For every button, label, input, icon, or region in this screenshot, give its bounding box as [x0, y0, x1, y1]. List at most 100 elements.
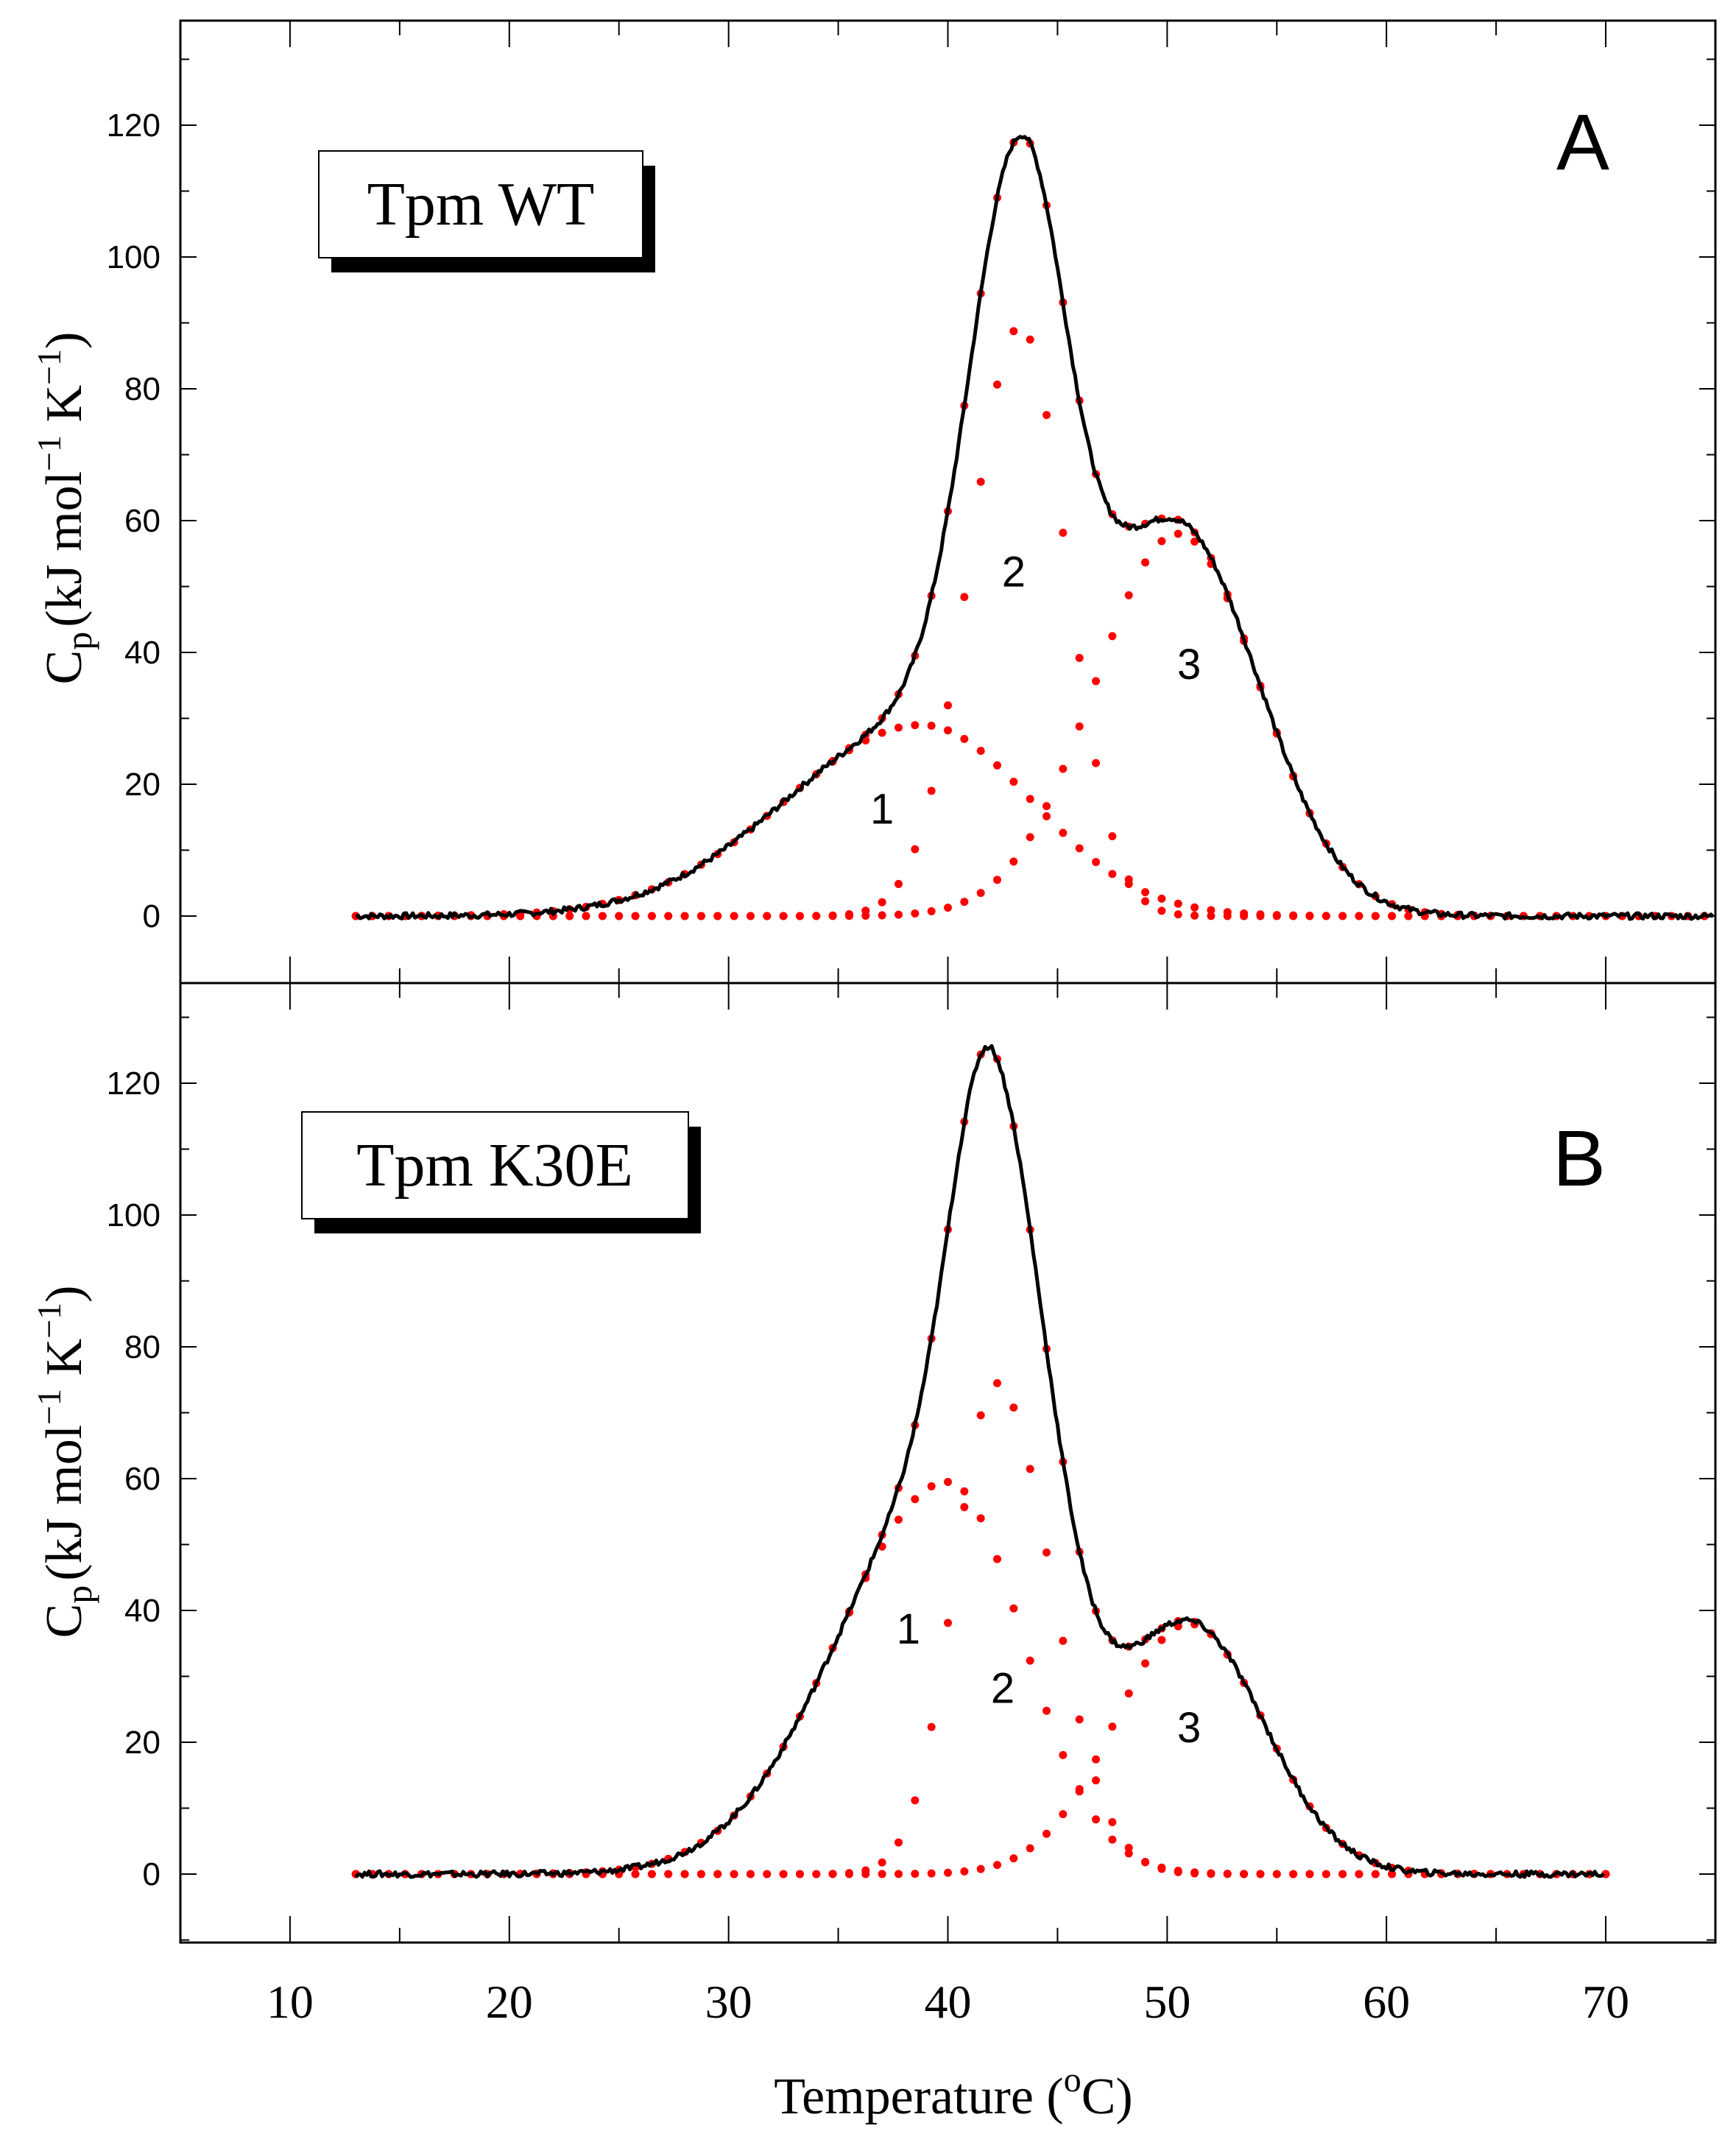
fit-point: [1174, 529, 1182, 538]
fit-point: [1338, 1870, 1347, 1878]
fit-point: [861, 736, 870, 744]
fit-point: [944, 1619, 952, 1627]
fit-point: [1042, 1706, 1051, 1715]
fit-point: [1272, 1870, 1281, 1878]
fit-point: [1355, 1870, 1363, 1878]
fit-point: [1042, 811, 1051, 820]
panel-b-y-axis-title: Cp(kJ mol−1 K−1): [30, 1286, 99, 1638]
fit-point: [911, 909, 920, 918]
fit-point: [861, 1870, 870, 1878]
y-axis-title: Cp(kJ mol−1 K−1): [30, 1286, 99, 1638]
fit-point: [911, 1870, 920, 1878]
y-tick-label: 20: [124, 1725, 160, 1761]
legend-text: Tpm K30E: [356, 1131, 633, 1200]
fit-point: [1124, 1689, 1133, 1698]
fit-point: [1092, 1755, 1101, 1764]
fit-point: [1092, 677, 1101, 686]
fit-point: [828, 912, 837, 920]
fit-point: [1075, 722, 1084, 731]
y-tick-label: 100: [107, 239, 160, 275]
peak-label-1: 1: [897, 1605, 920, 1653]
fit-point: [1059, 1810, 1068, 1819]
fit-point: [1141, 897, 1150, 906]
fit-point: [1075, 653, 1084, 662]
fit-point: [746, 912, 755, 920]
fit-point: [960, 1487, 969, 1496]
fit-point: [680, 1870, 689, 1878]
fit-point: [1141, 1659, 1150, 1668]
x-tick-label: 50: [1143, 1976, 1190, 2028]
fit-point: [1026, 335, 1034, 344]
component-2-curve: [351, 327, 1709, 920]
fit-point: [1174, 1867, 1182, 1876]
fit-point: [844, 1870, 853, 1878]
fit-point: [960, 1867, 969, 1876]
fit-point: [1289, 912, 1298, 920]
fit-point: [944, 1868, 952, 1877]
legend-frame: [318, 150, 643, 258]
fit-point: [828, 1870, 837, 1878]
component-1-curve: [351, 1477, 1610, 1878]
fit-point: [795, 912, 804, 920]
y-tick-label: 0: [143, 898, 160, 934]
fit-point: [779, 912, 788, 920]
fit-point: [894, 723, 903, 732]
fit-point: [1190, 911, 1199, 920]
fit-point: [944, 726, 952, 735]
fit-point: [1371, 1870, 1380, 1878]
x-axis-title: Temperature (oC): [774, 2060, 1132, 2125]
fit-point: [1124, 1843, 1133, 1852]
fit-point: [894, 879, 903, 888]
y-tick-label: 120: [107, 1066, 160, 1102]
fit-point: [976, 747, 985, 756]
fit-point: [1223, 912, 1232, 920]
fit-point: [993, 1554, 1002, 1563]
fit-point: [1108, 632, 1117, 641]
x-tick-label: 70: [1582, 1976, 1629, 2028]
fit-point: [944, 701, 952, 710]
fit-point: [927, 1869, 936, 1878]
fit-point: [1075, 1785, 1084, 1794]
fit-point: [1108, 870, 1117, 878]
fit-point: [1404, 912, 1413, 920]
fit-point: [1042, 1548, 1051, 1557]
fit-point: [1124, 875, 1133, 884]
component-2-curve: [351, 1378, 1610, 1878]
x-tick-label: 40: [925, 1976, 972, 2028]
fit-point: [713, 1870, 722, 1878]
fit-point: [1256, 1870, 1265, 1878]
fit-point: [795, 1870, 804, 1878]
component-1-curve: [351, 721, 1709, 920]
fit-point: [664, 912, 673, 920]
fit-point: [960, 1503, 969, 1512]
fit-point: [1141, 558, 1150, 567]
fit-point: [1272, 912, 1281, 920]
legend-text: Tpm WT: [367, 170, 595, 239]
fit-point: [779, 1870, 788, 1878]
fit-point: [911, 845, 920, 853]
fit-point: [976, 477, 985, 486]
fit-point: [1026, 1844, 1034, 1853]
fit-point: [1190, 903, 1199, 912]
y-axis-title: Cp(kJ mol−1 K−1): [30, 332, 99, 685]
fit-point: [1305, 1870, 1314, 1878]
peak-label-2: 2: [991, 1664, 1015, 1712]
fit-point: [1026, 795, 1034, 803]
fit-point: [1141, 888, 1150, 897]
fit-point: [1371, 912, 1380, 920]
fit-point: [911, 721, 920, 730]
fit-point: [878, 1858, 886, 1867]
panel-b: 0 20 40 60 80 100 120 10 20 30 40 50 60 70 1 2 3 Tpm K3…: [30, 983, 1715, 2028]
y-tick-label: 40: [124, 635, 160, 671]
fit-point: [911, 1796, 920, 1805]
fit-point: [812, 1870, 821, 1878]
peak-label-1: 1: [870, 786, 894, 834]
fit-point: [1075, 844, 1084, 853]
fit-point: [631, 1870, 640, 1878]
fit-point: [960, 898, 969, 906]
peak-label-2: 2: [1002, 549, 1026, 596]
fit-point: [1009, 778, 1018, 786]
fit-point: [1059, 764, 1068, 773]
fit-point: [927, 907, 936, 916]
